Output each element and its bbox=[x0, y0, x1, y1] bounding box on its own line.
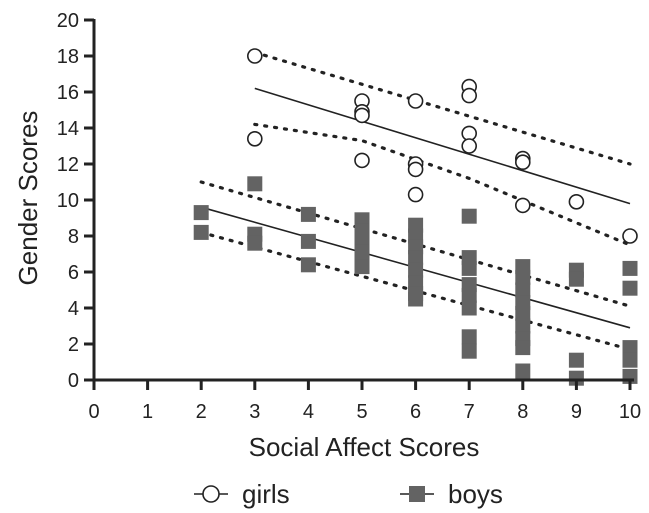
y-tick-label: 20 bbox=[57, 10, 79, 32]
y-tick-label: 10 bbox=[57, 190, 79, 212]
x-tick-label: 6 bbox=[410, 401, 421, 423]
x-tick-label: 2 bbox=[196, 401, 207, 423]
x-tick-label: 9 bbox=[571, 401, 582, 423]
boys-point bbox=[515, 318, 531, 334]
girls-point bbox=[514, 197, 531, 214]
boys-point bbox=[408, 291, 424, 307]
girls-point bbox=[354, 107, 370, 124]
girls-point bbox=[247, 131, 263, 147]
y-tick-label: 0 bbox=[68, 370, 79, 392]
girls-point bbox=[461, 138, 478, 154]
boys-point bbox=[408, 250, 424, 266]
boys-point bbox=[515, 363, 531, 379]
boys-point bbox=[461, 260, 477, 276]
girls-regression-line bbox=[254, 87, 631, 205]
girls-point bbox=[514, 154, 531, 170]
legend-label: girls bbox=[242, 479, 290, 509]
y-axis-title: Gender Scores bbox=[13, 111, 43, 286]
x-tick-label: 8 bbox=[517, 401, 528, 423]
girls-point bbox=[407, 93, 424, 109]
y-tick-label: 18 bbox=[57, 46, 79, 68]
x-axis-title: Social Affect Scores bbox=[249, 432, 480, 462]
y-tick-label: 2 bbox=[68, 334, 79, 356]
girls-point bbox=[354, 152, 370, 169]
y-tick-label: 6 bbox=[68, 262, 79, 284]
x-tick-label: 7 bbox=[464, 401, 475, 423]
boys-point bbox=[300, 206, 316, 222]
y-tick-label: 12 bbox=[57, 154, 79, 176]
boys-point bbox=[193, 224, 209, 240]
legend-item-boys: boys bbox=[400, 479, 503, 509]
boys-point bbox=[622, 260, 638, 276]
boys-point bbox=[515, 269, 531, 285]
boys-point bbox=[193, 205, 209, 221]
boys-point bbox=[622, 340, 638, 356]
x-axis: 0 1 2 3 4 5 6 7 8 9 10 bbox=[88, 378, 641, 423]
girls-point bbox=[407, 186, 424, 203]
x-tick-label: 4 bbox=[303, 401, 314, 423]
boys-point bbox=[354, 259, 370, 275]
y-tick-label: 16 bbox=[57, 82, 79, 104]
boys-point bbox=[515, 305, 531, 321]
boys-point bbox=[622, 352, 638, 368]
x-tick-label: 10 bbox=[619, 401, 641, 423]
boys-point bbox=[461, 287, 477, 303]
boys-point bbox=[300, 257, 316, 273]
boys-point bbox=[568, 370, 584, 386]
girls-point bbox=[568, 194, 585, 210]
x-tick-label: 5 bbox=[356, 401, 367, 423]
boys-point bbox=[622, 280, 638, 296]
legend-item-girls: girls bbox=[194, 479, 290, 509]
y-tick-label: 4 bbox=[68, 298, 79, 320]
boys-point bbox=[568, 271, 584, 287]
girls-ci-upper-line bbox=[253, 50, 632, 166]
boys-point bbox=[247, 176, 263, 192]
boys-point bbox=[568, 352, 584, 368]
girls-point bbox=[461, 87, 478, 104]
legend-marker-filled-square bbox=[409, 486, 425, 502]
girls-ci-lower-line bbox=[253, 122, 632, 247]
boys-point bbox=[461, 343, 477, 359]
boys-point bbox=[461, 208, 477, 224]
legend-label: boys bbox=[448, 479, 503, 509]
y-tick-label: 8 bbox=[68, 226, 79, 248]
boys-point bbox=[461, 329, 477, 345]
boys-point bbox=[515, 282, 531, 298]
x-tick-label: 3 bbox=[249, 401, 260, 423]
boys-point bbox=[515, 340, 531, 356]
legend-marker-open-circle bbox=[202, 485, 220, 503]
boys-point bbox=[354, 244, 370, 260]
girls-point bbox=[622, 228, 638, 244]
girls-point bbox=[407, 161, 424, 178]
x-tick-label: 0 bbox=[88, 401, 99, 423]
plot-layer bbox=[193, 48, 638, 386]
y-tick-label: 14 bbox=[57, 118, 79, 140]
girls-point bbox=[247, 48, 263, 64]
boys-point bbox=[461, 300, 477, 316]
y-axis: 0 2 4 6 8 10 12 14 16 18 20 bbox=[57, 10, 96, 392]
boys-point bbox=[300, 233, 316, 249]
boys-point bbox=[408, 262, 424, 278]
boys-point bbox=[247, 235, 263, 251]
legend: girls boys bbox=[194, 479, 503, 509]
x-tick-label: 1 bbox=[142, 401, 153, 423]
